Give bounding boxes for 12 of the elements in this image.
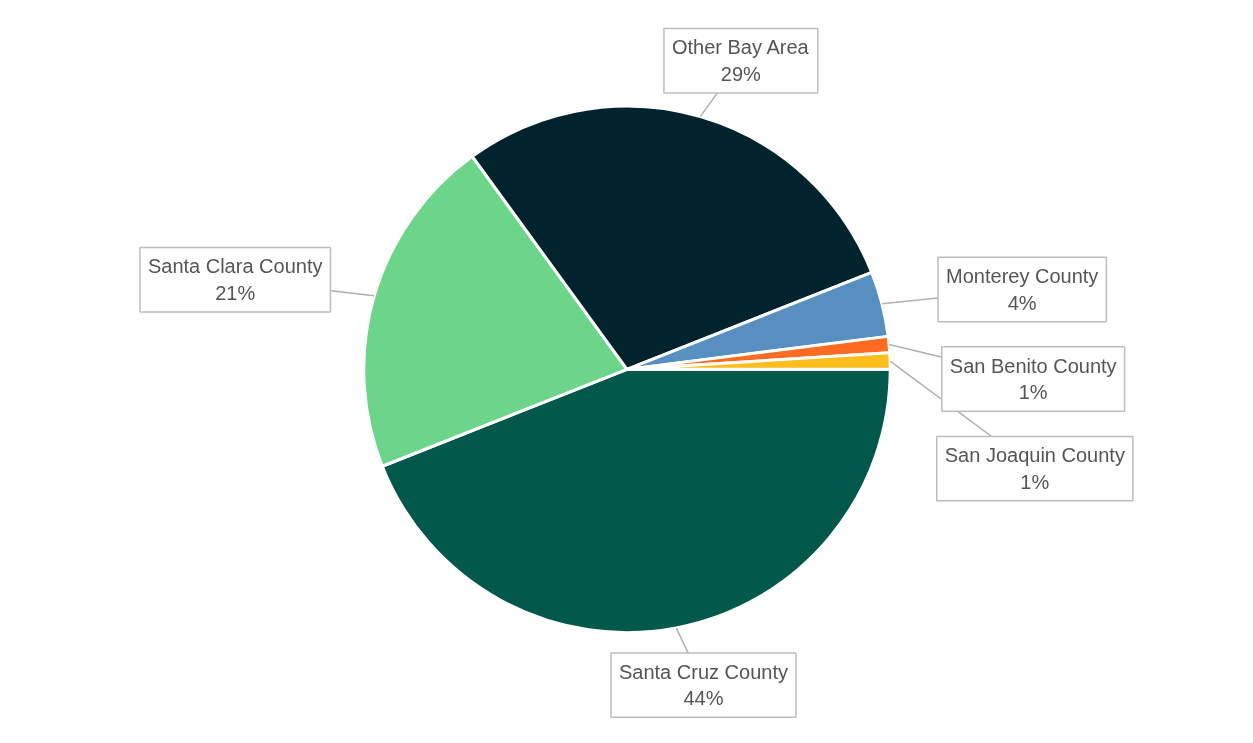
data-label: 4% xyxy=(1007,291,1037,314)
slice-label: San Benito County xyxy=(949,354,1117,377)
slice-label: Other Bay Area xyxy=(671,36,810,59)
data-label: 1% xyxy=(1018,381,1048,404)
slice-label: Santa Cruz County xyxy=(618,660,788,683)
slice-label: San Joaquin County xyxy=(944,444,1125,467)
data-label: 29% xyxy=(720,62,762,85)
slice-label: Santa Clara County xyxy=(147,255,323,278)
data-label: 44% xyxy=(683,687,724,710)
data-label: 21% xyxy=(215,281,256,304)
data-label: 1% xyxy=(1020,470,1050,493)
slice-label: Monterey County xyxy=(946,265,1099,288)
